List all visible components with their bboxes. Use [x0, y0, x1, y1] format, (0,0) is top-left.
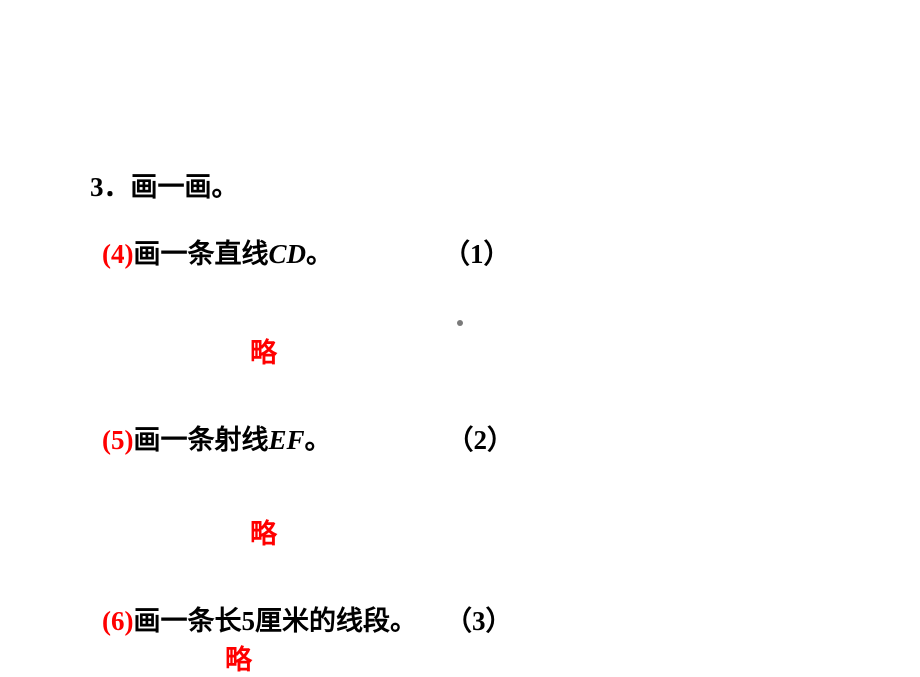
question-6-number: (6)	[102, 606, 133, 637]
question-6-right-label: （3）	[445, 599, 513, 638]
question-6-row: (6) 画一条长5厘米的线段。 （3）	[90, 599, 830, 638]
answer-4-block: 略	[90, 331, 830, 370]
question-4-variable: CD	[268, 239, 306, 269]
question-5-number: (5)	[102, 425, 133, 456]
section-heading: 3．画一画。	[90, 165, 830, 204]
answer-6-block: 略	[90, 638, 830, 677]
answer-5-text: 略	[250, 519, 277, 549]
question-6-text: 画一条长5厘米的线段。	[133, 599, 417, 638]
question-5-variable: EF	[268, 425, 304, 455]
question-5-right-label: （2）	[447, 418, 515, 457]
question-4-suffix: 。	[306, 239, 333, 269]
question-4-text: 画一条直线CD。	[133, 232, 333, 271]
answer-4-text: 略	[250, 338, 277, 368]
document-content: 3．画一画。 (4) 画一条直线CD。 （1） 略 (5) 画一条射线EF。 （…	[90, 165, 830, 677]
question-4-right-label: （1）	[443, 232, 511, 271]
center-dot-marker	[457, 320, 463, 326]
answer-5-block: 略	[90, 512, 830, 551]
question-4-prefix: 画一条直线	[133, 239, 268, 269]
question-5-text: 画一条射线EF。	[133, 418, 331, 457]
answer-6-text: 略	[225, 645, 252, 675]
question-5-suffix: 。	[305, 425, 332, 455]
question-4-row: (4) 画一条直线CD。 （1）	[90, 232, 830, 271]
question-5-prefix: 画一条射线	[133, 425, 268, 455]
question-4-number: (4)	[102, 239, 133, 270]
question-5-row: (5) 画一条射线EF。 （2）	[90, 418, 830, 457]
